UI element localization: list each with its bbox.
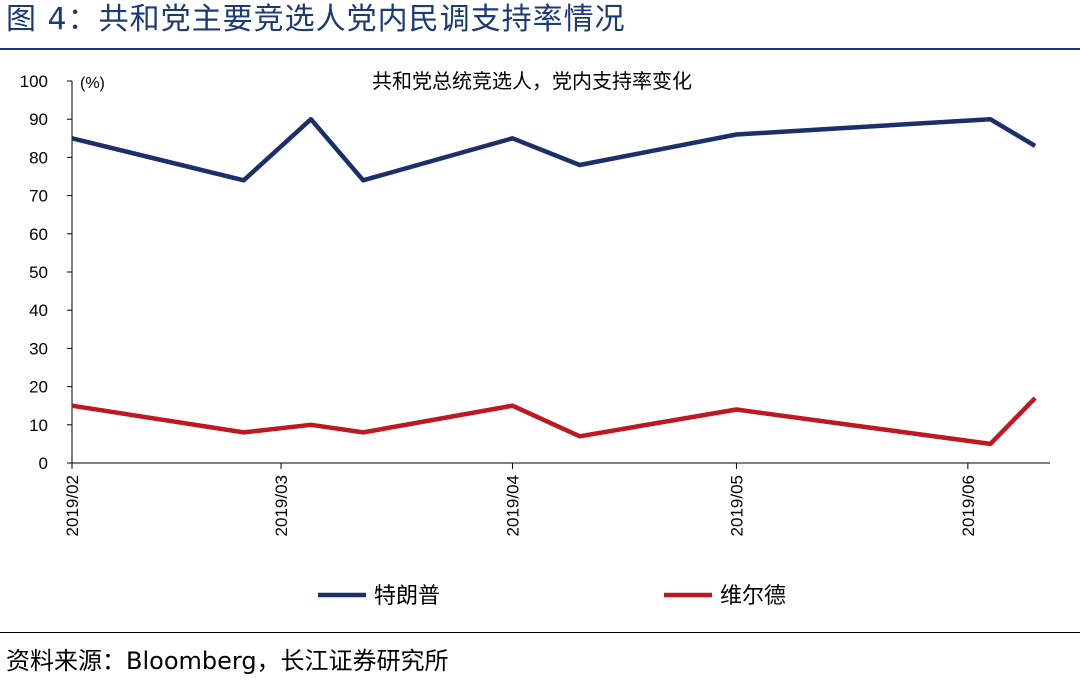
line-chart: 0 10 20 30 40 50 60 70 80 90 100 2019/02 2019/03 2019… (20, 70, 1050, 608)
chart-legend: 特朗普 维尔德 (318, 583, 786, 608)
x-tick-label: 2019/02 (63, 475, 82, 536)
y-tick-label: 40 (29, 301, 48, 320)
y-tick-label: 80 (29, 148, 48, 167)
y-tick-label: 30 (29, 339, 48, 358)
x-tick-label: 2019/03 (272, 475, 291, 536)
series-line (71, 396, 1037, 447)
y-axis-unit-label: (%) (80, 75, 105, 92)
x-tick-label: 2019/04 (503, 475, 522, 536)
series-layer (71, 116, 1037, 447)
chart-axes: 0 10 20 30 40 50 60 70 80 90 100 2019/02 2019/03 2019… (20, 72, 1050, 536)
x-tick-label: 2019/06 (959, 475, 978, 536)
y-tick-label: 10 (29, 416, 48, 435)
y-tick-label: 50 (29, 263, 48, 282)
legend-label: 维尔德 (720, 583, 786, 608)
source-note: 资料来源：Bloomberg，长江证券研究所 (6, 647, 449, 675)
y-tick-label: 0 (39, 454, 48, 473)
chart-title: 共和党总统竞选人，党内支持率变化 (372, 70, 692, 93)
y-tick-label: 100 (20, 72, 48, 91)
y-tick-label: 90 (29, 110, 48, 129)
y-tick-label: 60 (29, 225, 48, 244)
y-tick-label: 20 (29, 378, 48, 397)
source-divider (0, 632, 1080, 633)
figure-title: 图 4：共和党主要竞选人党内民调支持率情况 (6, 2, 626, 37)
x-tick-label: 2019/05 (727, 475, 746, 536)
legend-label: 特朗普 (374, 583, 440, 608)
series-line (71, 116, 1037, 183)
y-tick-label: 70 (29, 187, 48, 206)
title-divider (0, 48, 1080, 50)
